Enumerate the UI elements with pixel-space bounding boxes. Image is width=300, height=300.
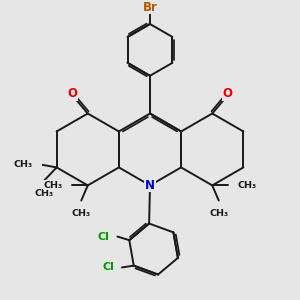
- Text: Cl: Cl: [102, 262, 114, 272]
- Text: Cl: Cl: [98, 232, 110, 242]
- Text: CH₃: CH₃: [34, 189, 54, 198]
- Text: CH₃: CH₃: [14, 160, 32, 169]
- Text: CH₃: CH₃: [72, 209, 91, 218]
- Text: O: O: [68, 87, 78, 100]
- Text: CH₃: CH₃: [237, 181, 256, 190]
- Text: N: N: [145, 179, 155, 192]
- Text: CH₃: CH₃: [44, 181, 63, 190]
- Text: Br: Br: [142, 1, 158, 13]
- Text: O: O: [222, 87, 233, 100]
- Text: CH₃: CH₃: [209, 209, 228, 218]
